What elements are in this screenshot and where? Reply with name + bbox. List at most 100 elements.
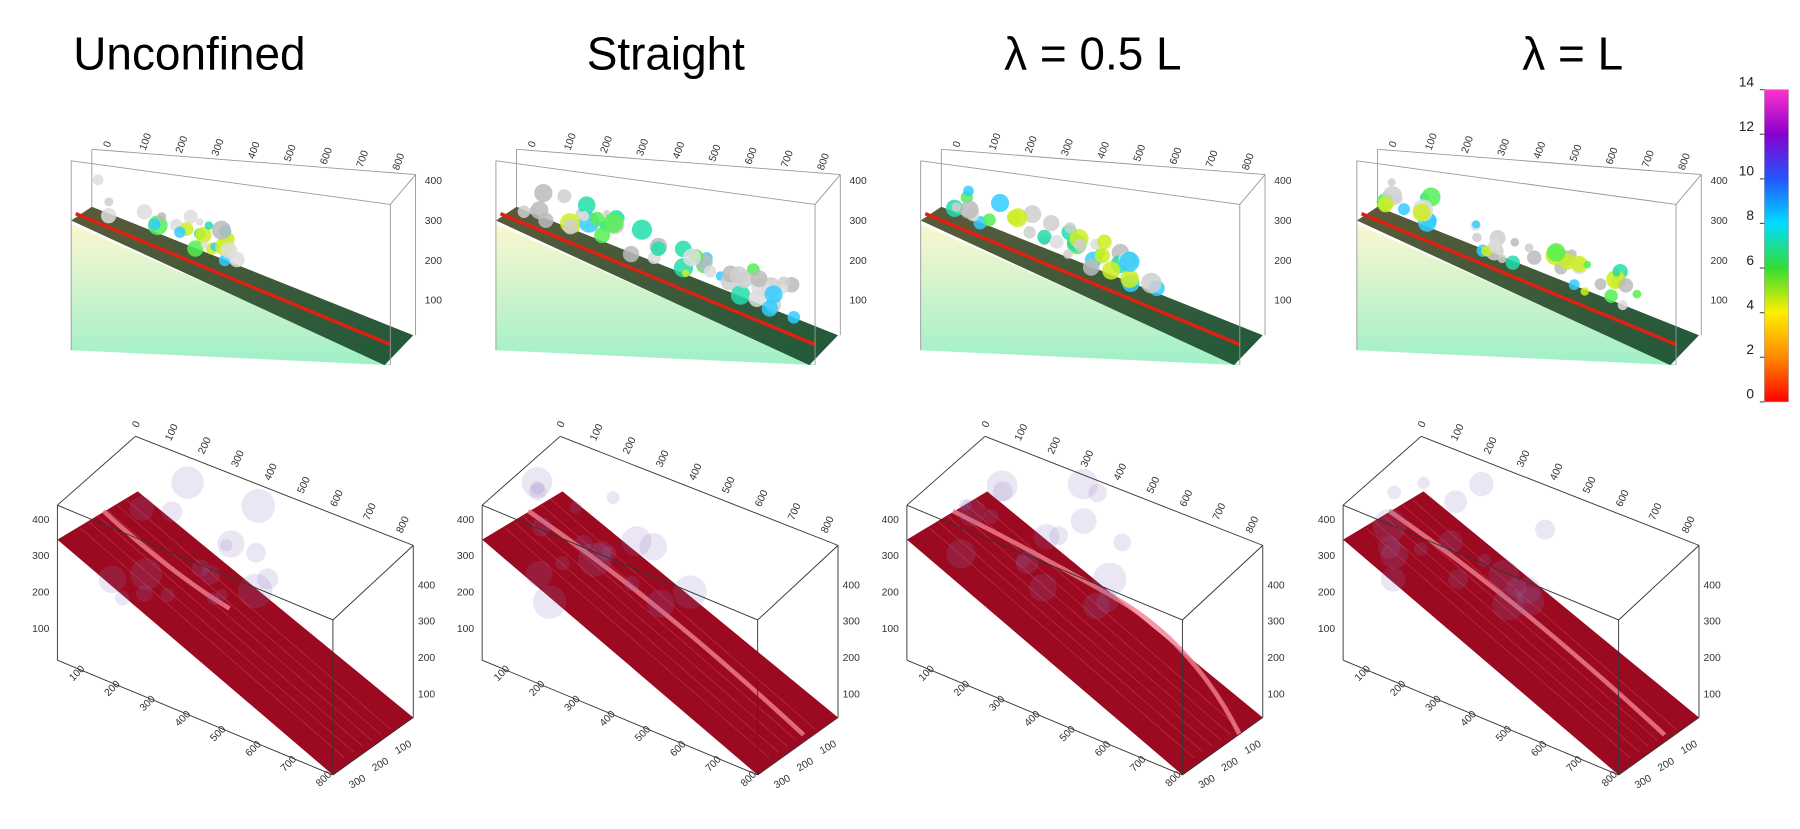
plume-blob [1583,260,1592,269]
box-edge [71,160,391,205]
plume-blob [1094,248,1111,264]
column-title: Straight [587,28,745,80]
length-tick-label: 100 [563,132,579,152]
front-length-tick-label: 500 [633,724,653,744]
length-tick-label: 0 [555,419,568,429]
front-length-tick-label: 100 [492,664,512,684]
height-tick-label: 300 [418,617,435,628]
length-tick-label: 400 [687,462,704,482]
length-tick-label: 600 [1614,488,1631,508]
channel [1387,509,1667,737]
plume-blob [764,285,783,304]
bed-plane [1343,491,1699,775]
plume-blob [557,189,572,204]
bed-stripe [1393,510,1658,741]
length-tick-label: 400 [671,140,687,160]
height-tick-label: 200 [843,653,860,664]
bed-plane [482,491,839,775]
bed-stripe [938,522,1204,753]
length-tick-label: 500 [283,143,299,163]
length-tick-label: 100 [164,422,181,442]
bed-stripe [947,516,1213,747]
front-length-tick-label: 700 [1128,754,1148,774]
box-edge [91,148,416,176]
plume-cloud [569,501,582,514]
length-tick-label: 800 [1677,152,1693,172]
plume-cloud [160,588,175,603]
height-tick-label: 200 [1267,653,1284,664]
colorbar-tick-label: 12 [1739,119,1754,134]
plume-cloud [1417,476,1430,490]
box-edge [1342,435,1422,506]
plume-cloud [1514,577,1542,604]
length-tick-label: 700 [786,501,803,521]
plume-cloud [1029,573,1057,602]
length-tick-label: 0 [1416,419,1429,429]
height-tick-label: 100 [1274,296,1291,307]
width-tick-label: 100 [1679,739,1700,757]
box-edge [1421,435,1700,546]
length-tick-label: 200 [174,135,190,155]
plume-cloud [575,534,593,552]
box-edge [481,504,758,621]
front-length-tick-label: 300 [138,694,158,714]
plume-blob [100,207,117,224]
bed-line [499,212,816,347]
length-tick-label: 200 [1046,435,1063,455]
length-tick-label: 500 [720,475,737,495]
plume-cloud [1093,562,1127,596]
plume-cloud [98,565,127,594]
plume-blob [1497,254,1507,264]
plume-blob [1023,205,1042,224]
height-tick-label: 300 [849,216,866,227]
plume-blob [603,212,624,234]
plume-cloud [1448,569,1469,590]
front-length-tick-label: 400 [173,709,193,729]
bed-plane [57,491,414,775]
length-tick-label: 100 [138,132,154,152]
plume-blob [534,183,553,203]
bed-line [75,212,391,347]
plume-blob [577,196,596,215]
plume-cloud [1506,577,1527,598]
column-title: λ = L [1522,28,1623,80]
box-edge [135,435,414,546]
plume-cloud [1082,592,1110,620]
length-tick-label: 400 [1112,462,1129,482]
plume-blob [187,240,204,257]
length-tick-label: 100 [1424,132,1440,152]
bed-stripe [550,499,816,730]
plume-blob [517,205,531,219]
length-tick-label: 600 [329,488,346,508]
plume-cloud [621,526,652,557]
box-edge [1618,545,1700,621]
bed-stripe [1411,499,1677,730]
plume-cloud [529,483,547,501]
plume-cloud [992,481,1013,502]
width-tick-label: 200 [1656,756,1677,774]
box-edge [757,717,839,776]
length-tick-label: 700 [1647,501,1664,521]
height-tick-label: 100 [843,689,860,700]
width-tick-label: 200 [1220,756,1241,774]
box-edge [1356,160,1677,205]
length-tick-label: 800 [819,515,836,535]
plume-blob [104,197,114,207]
plume-blob [1102,261,1121,280]
front-length-tick-label: 200 [103,679,123,699]
length-tick-label: 400 [263,462,280,482]
length-tick-label: 500 [1568,143,1584,163]
plume-cloud [986,470,1018,502]
length-tick-label: 300 [230,449,247,469]
length-tick-label: 100 [1013,422,1030,442]
plume-blob [211,220,231,240]
colorbar-tick-label: 6 [1746,253,1754,268]
plume-cloud [161,501,183,523]
front-length-tick-label: 400 [598,709,618,729]
plume-cloud [1387,485,1402,500]
plume-blob [195,218,204,226]
plume-blob [982,213,996,227]
front-length-tick-label: 600 [668,739,688,759]
